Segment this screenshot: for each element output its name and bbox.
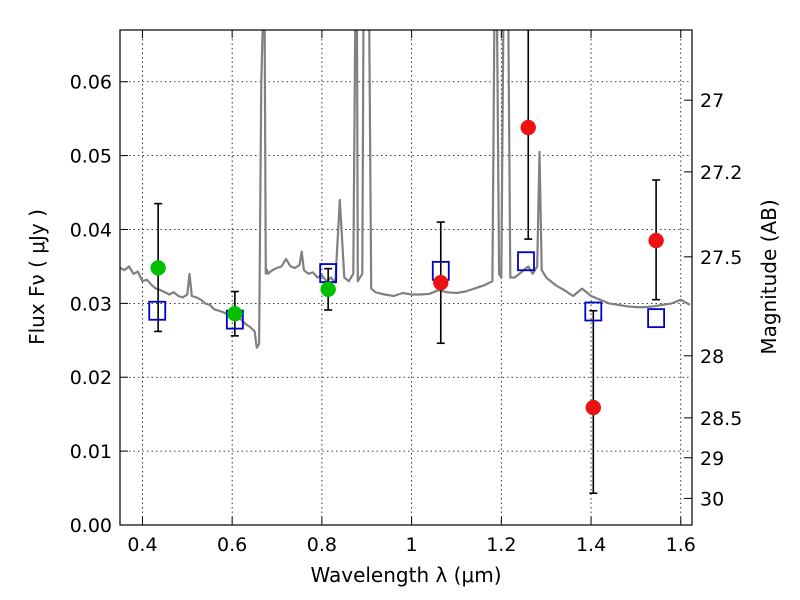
red-flux-point <box>648 232 664 249</box>
red-flux-point <box>433 274 449 291</box>
model-flux-square <box>584 301 603 322</box>
y-tick-label: 0.04 <box>70 219 112 241</box>
axis-ticks <box>120 30 692 526</box>
green-flux-point <box>150 260 166 276</box>
y-axis-title: Flux Fν ( μJy ) <box>25 209 49 345</box>
model-flux-square <box>148 300 167 321</box>
green-flux-point <box>227 305 243 322</box>
y2-tick-label: 30 <box>700 488 724 510</box>
plot-area <box>120 30 691 349</box>
y-tick-label: 0.02 <box>70 367 112 389</box>
model-spectrum-line <box>120 30 691 349</box>
x-axis-title: Wavelength λ (μm) <box>310 563 501 587</box>
markers <box>148 119 666 416</box>
y-tick-label: 0.00 <box>70 515 112 537</box>
x-tick-label: 1.4 <box>576 534 606 556</box>
y-tick-label: 0.06 <box>70 72 112 94</box>
x-tick-label: 1 <box>406 534 418 556</box>
y2-tick-label: 28.5 <box>700 408 742 430</box>
y2-tick-label: 27.5 <box>700 247 742 269</box>
x-tick-label: 0.6 <box>217 534 247 556</box>
red-flux-point <box>585 399 602 416</box>
x-tick-label: 1.2 <box>486 534 516 556</box>
y-tick-label: 0.03 <box>70 293 112 315</box>
y-tick-label: 0.05 <box>70 146 112 168</box>
y2-tick-label: 27 <box>700 90 724 112</box>
x-tick-label: 0.8 <box>307 534 337 556</box>
green-flux-point <box>320 281 336 298</box>
x-tick-label: 1.6 <box>666 534 696 556</box>
x-tick-label: 0.4 <box>127 534 157 556</box>
y2-tick-label: 29 <box>700 448 724 470</box>
y2-tick-label: 27.2 <box>700 162 742 184</box>
error-bars <box>154 30 661 495</box>
y-tick-label: 0.01 <box>70 441 112 463</box>
red-flux-point <box>520 119 537 136</box>
axis-labels: 0.4 0.6 0.8 1 1.2 1.4 1.6 0.00 0.01 0.02 0.03 0.04 0… <box>70 72 743 556</box>
plot-frame <box>119 29 693 526</box>
y2-tick-label: 28 <box>700 346 724 368</box>
model-flux-square <box>647 308 666 329</box>
model-flux-square <box>517 251 535 272</box>
grid-lines <box>120 30 692 526</box>
y2-axis-title: Magnitude (AB) <box>757 199 781 354</box>
